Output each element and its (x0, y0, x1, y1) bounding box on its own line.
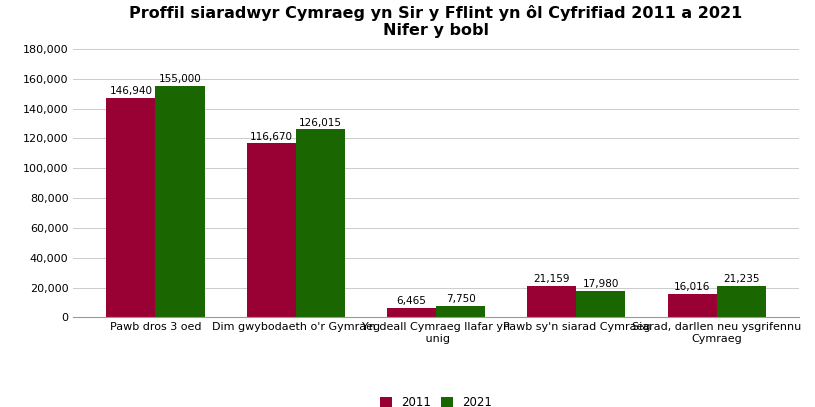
Bar (247, 143, 296, 317)
Bar (576, 291, 625, 317)
Bar (716, 286, 766, 317)
Bar (527, 286, 576, 317)
Bar (156, 86, 205, 317)
Text: 155,000: 155,000 (159, 74, 201, 84)
Text: 21,159: 21,159 (534, 274, 570, 284)
Text: 116,670: 116,670 (249, 131, 293, 142)
Text: 21,235: 21,235 (723, 274, 760, 284)
Text: 16,016: 16,016 (674, 282, 710, 292)
Title: Proffil siaradwyr Cymraeg yn Sir y Fflint yn ôl Cyfrifiad 2011 a 2021
Nifer y bo: Proffil siaradwyr Cymraeg yn Sir y Fflin… (130, 4, 742, 38)
Text: 17,980: 17,980 (583, 279, 619, 289)
Text: 126,015: 126,015 (299, 118, 341, 128)
Bar (667, 293, 716, 317)
Text: 6,465: 6,465 (397, 296, 426, 306)
Bar (106, 98, 156, 317)
Bar (436, 306, 485, 317)
Legend: 2011, 2021: 2011, 2021 (376, 391, 496, 407)
Bar (387, 308, 436, 317)
Text: 7,750: 7,750 (446, 294, 475, 304)
Bar (296, 129, 345, 317)
Text: 146,940: 146,940 (109, 86, 152, 96)
